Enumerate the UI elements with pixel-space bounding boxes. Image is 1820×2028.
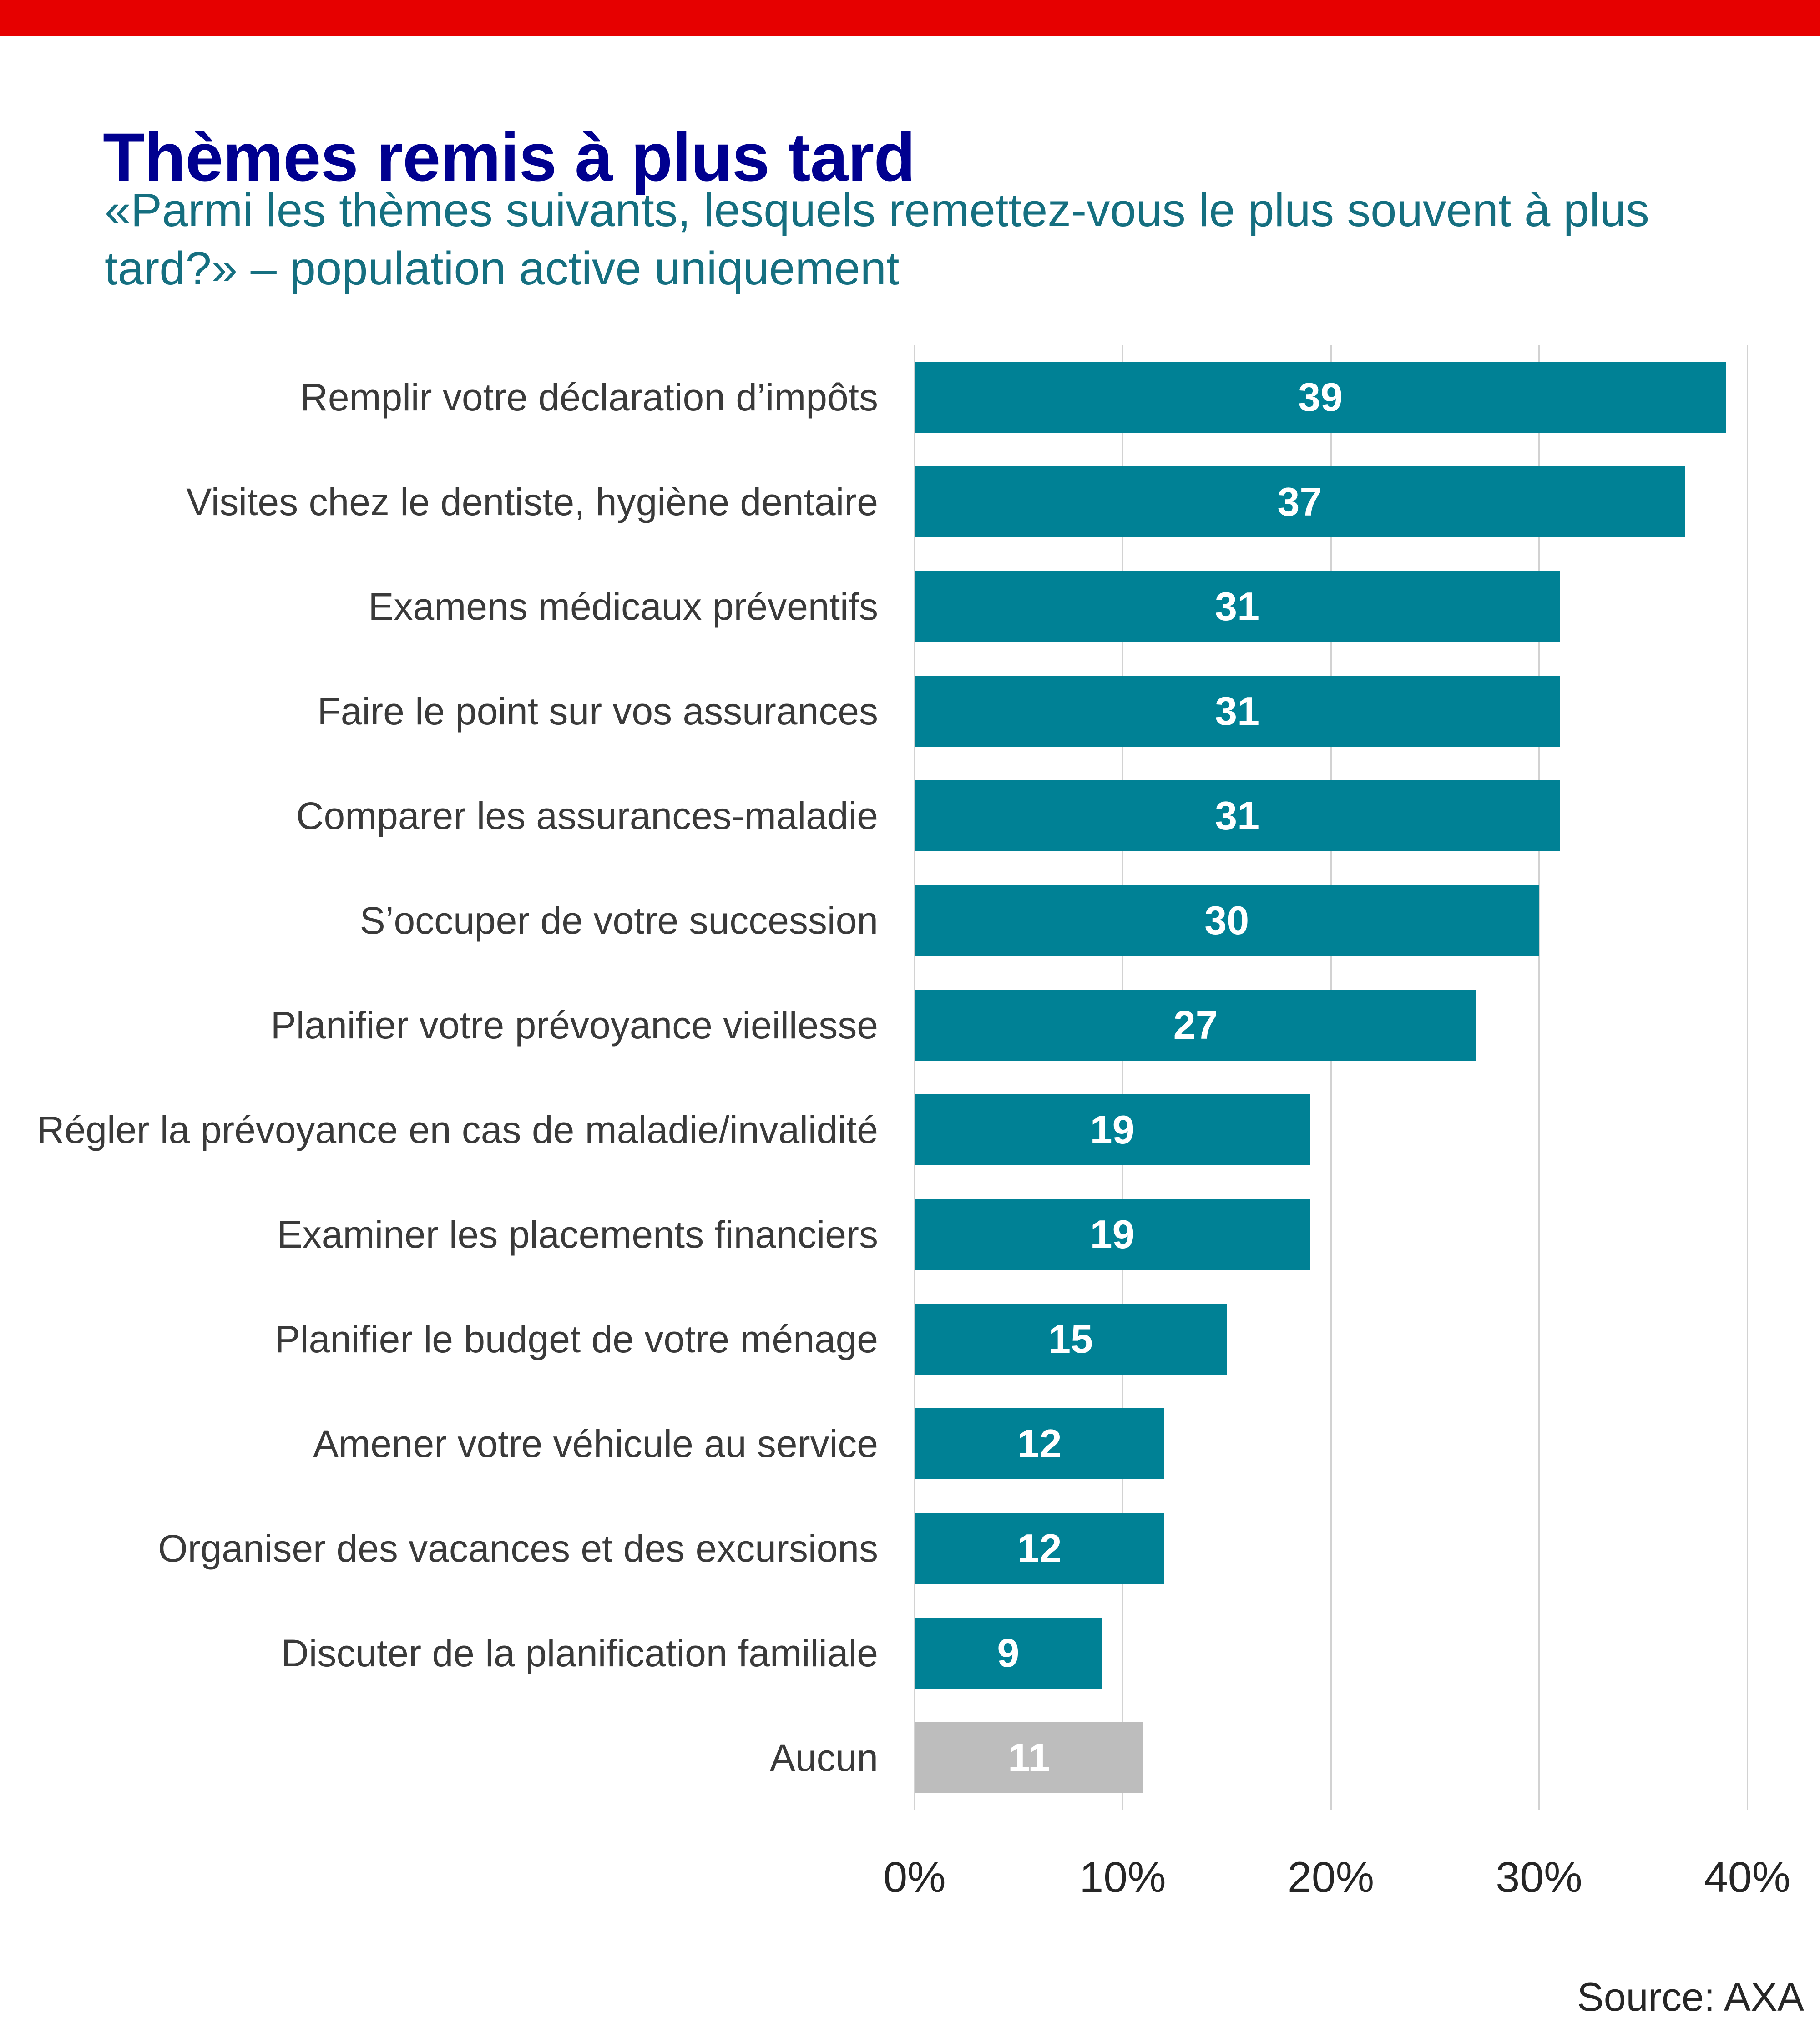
bar-value: 19 [1090, 1212, 1135, 1257]
category-label: S’occuper de votre succession [359, 899, 878, 942]
category-label: Amener votre véhicule au service [313, 1422, 878, 1465]
gridline [1330, 345, 1332, 1810]
category-label: Comparer les assurances-maladie [296, 794, 878, 837]
gridline [1122, 345, 1123, 1810]
bar-1: 39 [915, 362, 1727, 433]
bar-value: 12 [1017, 1526, 1062, 1571]
category-label: Visites chez le dentiste, hygiène dentai… [186, 480, 878, 523]
category-label: Discuter de la planification familiale [281, 1632, 878, 1674]
category-label: Examiner les placements financiers [277, 1213, 878, 1256]
bar-value: 15 [1048, 1316, 1093, 1361]
category-label: Organiser des vacances et des excursions [158, 1527, 878, 1570]
category-labels: Remplir votre déclaration d’impôts Visite… [0, 345, 878, 1810]
bar-value: 31 [1215, 584, 1260, 629]
page-title: Thèmes remis à plus tard [103, 118, 915, 195]
gridline [1538, 345, 1540, 1810]
bar-10: 15 [915, 1304, 1227, 1375]
bar-value: 9 [997, 1630, 1020, 1675]
bar-3: 31 [915, 571, 1560, 642]
bar-5: 31 [915, 780, 1560, 851]
bar-value: 11 [1008, 1735, 1051, 1780]
gridline [1746, 345, 1748, 1810]
bar-7: 27 [915, 990, 1477, 1061]
bar-14: 11 [915, 1722, 1144, 1793]
category-label: Faire le point sur vos assurances [317, 690, 878, 733]
plot-area: 39 37 31 31 31 30 27 19 19 15 12 12 9 11 [914, 345, 1748, 1810]
x-axis-tick: 30% [1496, 1853, 1582, 1902]
bar-12: 12 [915, 1513, 1164, 1584]
category-label: Remplir votre déclaration d’impôts [300, 376, 878, 419]
bar-value: 31 [1215, 688, 1260, 733]
bar-2: 37 [915, 466, 1685, 537]
category-label: Examens médicaux préventifs [368, 585, 878, 628]
x-axis-tick: 0% [883, 1853, 946, 1902]
bar-value: 12 [1017, 1421, 1062, 1466]
bar-6: 30 [915, 885, 1539, 956]
bar-value: 39 [1298, 374, 1343, 420]
bar-11: 12 [915, 1408, 1164, 1479]
bar-value: 37 [1277, 479, 1322, 524]
source-note: Source: AXA [1577, 1974, 1804, 2019]
bar-value: 31 [1215, 793, 1260, 838]
bar-9: 19 [915, 1199, 1310, 1270]
x-axis-tick: 40% [1704, 1853, 1791, 1902]
subtitle-line-2: tard?» – population active uniquement [105, 242, 900, 294]
bar-13: 9 [915, 1618, 1102, 1689]
category-label: Planifier votre prévoyance vieillesse [270, 1004, 878, 1047]
category-label: Régler la prévoyance en cas de maladie/i… [36, 1108, 878, 1151]
bar-value: 19 [1090, 1107, 1135, 1152]
bar-value: 27 [1173, 1002, 1218, 1047]
category-label: Aucun [769, 1736, 878, 1779]
category-label: Planifier le budget de votre ménage [274, 1318, 878, 1360]
bar-value: 30 [1204, 898, 1249, 943]
x-axis-tick: 10% [1079, 1853, 1166, 1902]
top-accent-bar [0, 0, 1820, 36]
bar-4: 31 [915, 676, 1560, 747]
subtitle-line-1: «Parmi les thèmes suivants, lesquels rem… [105, 184, 1649, 236]
gridline [914, 345, 915, 1810]
x-axis-tick: 20% [1287, 1853, 1375, 1902]
bar-8: 19 [915, 1094, 1310, 1165]
page-subtitle: «Parmi les thèmes suivants, lesquels rem… [105, 181, 1649, 298]
x-axis: 0% 10% 20% 30% 40% [0, 1853, 1820, 1907]
